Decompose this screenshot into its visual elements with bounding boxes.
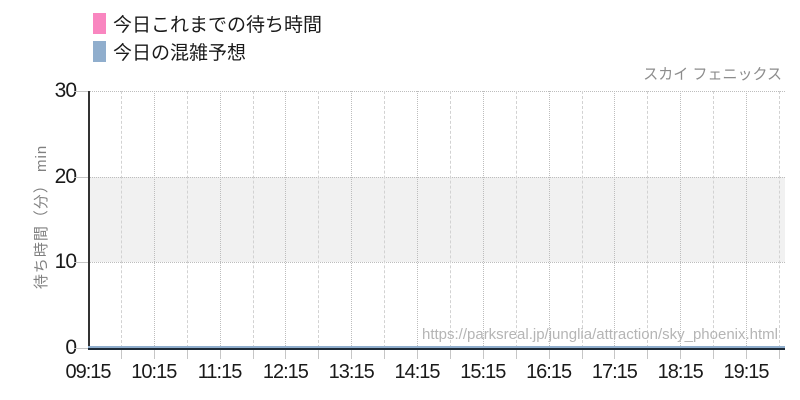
x-tick-mark xyxy=(318,350,320,359)
legend-item-today-wait: 今日これまでの待ち時間 xyxy=(93,13,323,36)
x-tick-mark xyxy=(647,350,649,359)
horizontal-gridline xyxy=(88,176,785,178)
vertical-gridline-half-hour xyxy=(515,91,517,348)
x-tick-mark xyxy=(515,350,517,359)
x-tick-label: 12:15 xyxy=(262,361,309,383)
x-tick-mark xyxy=(252,350,254,359)
x-tick-mark xyxy=(120,350,122,359)
plot-area xyxy=(88,91,785,350)
vertical-gridline-half-hour xyxy=(384,91,386,348)
x-tick-mark xyxy=(746,350,747,359)
x-tick-mark xyxy=(417,350,418,359)
y-tick-label: 30 xyxy=(54,79,77,102)
x-tick-mark xyxy=(449,350,451,359)
x-tick-mark xyxy=(548,350,550,359)
x-tick-mark xyxy=(680,350,682,359)
legend-item-congestion-forecast: 今日の混雑予想 xyxy=(93,41,322,64)
x-tick-mark xyxy=(384,350,386,359)
legend-label-congestion-forecast: 今日の混雑予想 xyxy=(113,43,247,64)
x-tick-mark xyxy=(778,350,780,359)
x-tick-mark xyxy=(186,350,188,359)
x-tick-mark xyxy=(614,350,616,359)
y-axis-label: 待ち時間（分） min xyxy=(33,144,50,290)
vertical-gridline-half-hour xyxy=(120,91,122,348)
chart-legend: 今日これまでの待ち時間 今日の混雑予想 xyxy=(93,13,322,69)
vertical-gridline-hour xyxy=(351,91,353,348)
x-tick-mark xyxy=(219,350,221,359)
vertical-gridline-half-hour xyxy=(186,91,188,348)
y-tick-mark xyxy=(74,262,88,264)
x-tick-label: 18:15 xyxy=(657,361,704,383)
legend-swatch-blue-icon xyxy=(93,41,106,62)
vertical-gridline-hour xyxy=(746,91,747,348)
x-tick-mark xyxy=(482,350,484,359)
y-tick-label: 20 xyxy=(54,164,77,188)
vertical-gridline-half-hour xyxy=(581,91,583,348)
y-axis-spine xyxy=(88,91,90,348)
x-axis-spine xyxy=(88,348,785,350)
vertical-gridline-hour xyxy=(219,91,221,348)
x-tick-label: 13:15 xyxy=(328,361,375,383)
x-tick-label: 16:15 xyxy=(526,361,572,383)
x-tick-label: 14:15 xyxy=(394,361,440,383)
vertical-gridline-hour xyxy=(548,91,550,348)
vertical-gridline-hour xyxy=(482,91,484,348)
attraction-title: スカイ フェニックス xyxy=(643,66,782,83)
x-tick-mark xyxy=(581,350,583,359)
horizontal-gridline xyxy=(88,262,785,264)
vertical-gridline-half-hour xyxy=(778,91,780,348)
x-tick-label: 19:15 xyxy=(723,361,769,383)
x-tick-mark xyxy=(713,350,715,359)
watermark-url: https://parksreal.jp/junglia/attraction/… xyxy=(421,326,778,343)
x-tick-label: 09:15 xyxy=(65,361,111,383)
vertical-gridline-hour xyxy=(680,91,682,348)
x-tick-label: 17:15 xyxy=(591,361,638,383)
forecast-line xyxy=(88,346,785,348)
horizontal-gridline xyxy=(88,91,785,92)
y-tick-mark xyxy=(74,348,88,349)
y-tick-label: 10 xyxy=(54,250,77,274)
legend-label-today-wait: 今日これまでの待ち時間 xyxy=(113,15,323,36)
vertical-gridline-half-hour xyxy=(647,91,649,348)
vertical-gridline-half-hour xyxy=(713,91,715,348)
x-tick-mark xyxy=(285,350,287,359)
vertical-gridline-half-hour xyxy=(252,91,254,348)
vertical-gridline-hour xyxy=(417,91,418,348)
vertical-gridline-half-hour xyxy=(318,91,320,348)
legend-swatch-pink-icon xyxy=(93,13,106,34)
y-tick-mark xyxy=(74,176,88,178)
vertical-gridline-half-hour xyxy=(449,91,451,348)
x-tick-mark xyxy=(153,350,155,359)
x-tick-label: 10:15 xyxy=(131,361,177,383)
vertical-gridline-hour xyxy=(285,91,287,348)
y-tick-mark xyxy=(74,91,88,92)
vertical-gridline-hour xyxy=(153,91,155,348)
x-tick-mark xyxy=(351,350,353,359)
y-tick-label: 0 xyxy=(65,336,77,359)
x-tick-label: 15:15 xyxy=(460,361,506,383)
congestion-band xyxy=(88,176,785,263)
vertical-gridline-hour xyxy=(614,91,616,348)
x-tick-label: 11:15 xyxy=(197,361,243,383)
